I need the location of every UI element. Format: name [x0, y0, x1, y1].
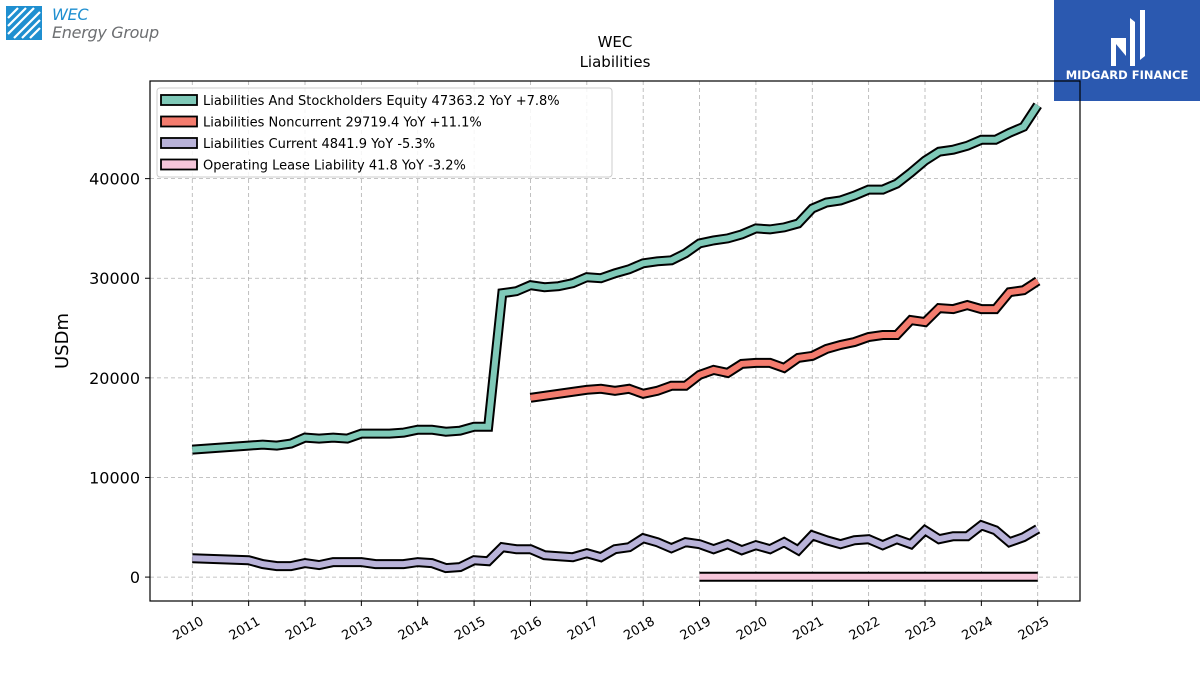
y-axis-ticks: 0 10000 20000 30000 40000 — [89, 170, 150, 587]
x-tick-label: 2023 — [903, 614, 939, 644]
legend-swatch — [160, 94, 198, 106]
series-line — [192, 521, 1040, 572]
x-tick-label: 2012 — [283, 614, 319, 644]
legend-swatch — [160, 137, 198, 149]
series-line — [192, 103, 1041, 453]
y-tick-label: 40000 — [89, 170, 140, 189]
wec-brand-name: WEC — [52, 5, 89, 24]
series-line-outline — [529, 276, 1041, 403]
y-axis-label: USDm — [52, 313, 73, 369]
x-tick-label: 2024 — [960, 614, 996, 644]
legend-label: Liabilities And Stockholders Equity 4736… — [203, 94, 560, 109]
x-tick-label: 2025 — [1016, 614, 1052, 644]
series-lines — [191, 102, 1042, 582]
plot-frame — [149, 80, 1081, 602]
x-tick-label: 2018 — [621, 614, 657, 644]
legend-swatch — [160, 158, 198, 171]
chart-legend: Liabilities And Stockholders Equity 4736… — [156, 87, 613, 178]
x-tick-label: 2015 — [452, 614, 488, 644]
x-tick-label: 2010 — [170, 614, 206, 644]
y-tick-label: 20000 — [89, 369, 140, 388]
chart-subtitle: Liabilities — [580, 53, 651, 71]
legend-box — [156, 87, 613, 178]
x-tick-label: 2011 — [227, 614, 263, 644]
y-tick-label: 10000 — [89, 468, 140, 487]
legend-swatch — [160, 115, 198, 128]
midgard-brand-name: MIDGARD FINANCE — [1065, 68, 1189, 82]
y-tick-label: 30000 — [89, 269, 140, 288]
legend-label: Liabilities Current 4841.9 YoY -5.3% — [203, 137, 435, 152]
wec-brand-subtitle: Energy Group — [52, 23, 159, 42]
x-tick-label: 2020 — [734, 614, 770, 644]
midgard-logo-icon — [1054, 0, 1200, 101]
x-tick-label: 2013 — [340, 614, 376, 644]
legend-label: Operating Lease Liability 41.8 YoY -3.2% — [203, 159, 466, 174]
midgard-finance-logo: MIDGARD FINANCE — [1054, 0, 1200, 101]
y-tick-label: 0 — [130, 568, 140, 587]
x-tick-label: 2016 — [509, 614, 545, 644]
wec-logo-icon — [6, 6, 42, 40]
x-tick-label: 2019 — [678, 614, 714, 644]
x-tick-label: 2021 — [790, 614, 826, 644]
x-tick-label: 2022 — [847, 614, 883, 644]
wec-energy-group-logo: WEC Energy Group — [6, 6, 166, 46]
series-2-line — [529, 276, 1041, 403]
series-3-line — [192, 519, 1041, 574]
series-1-line — [191, 102, 1042, 455]
legend-label: Liabilities Noncurrent 29719.4 YoY +11.1… — [203, 116, 482, 131]
chart-title: WEC — [598, 33, 633, 51]
x-axis-ticks: 2010 2011 2012 2013 2014 2015 2016 2017 2018 2019… — [170, 601, 1052, 644]
series-line — [530, 278, 1040, 401]
x-tick-label: 2017 — [565, 614, 601, 644]
x-tick-label: 2014 — [396, 614, 432, 644]
